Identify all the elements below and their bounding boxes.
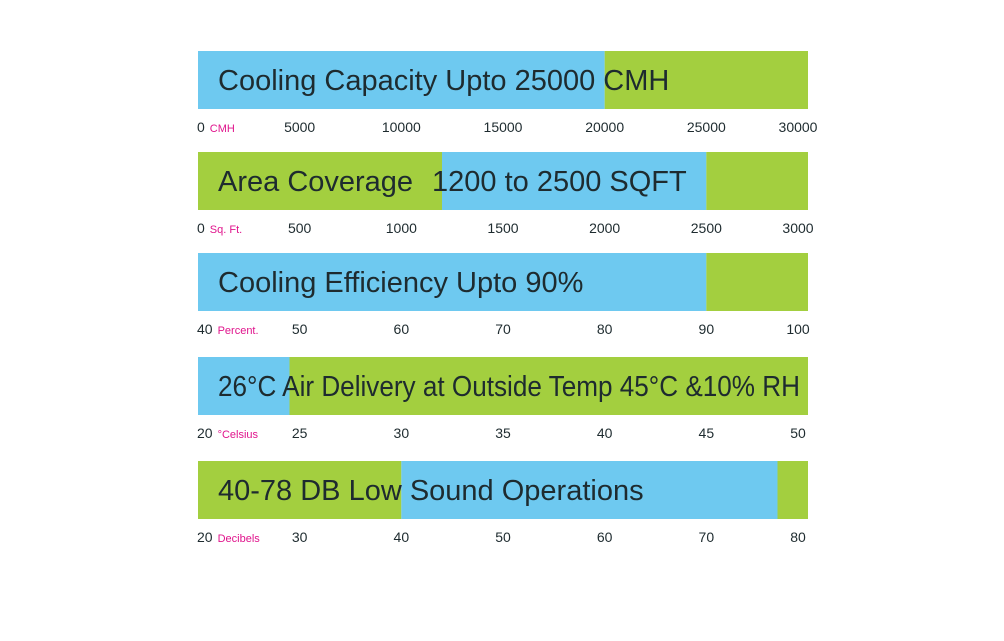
tick-label: 30 [394, 425, 410, 441]
chart-4: 26°C Air Delivery at Outside Temp 45°C &… [197, 357, 808, 441]
bar-caption: Cooling Capacity Upto 25000 CMH [218, 65, 669, 97]
unit-label: CMH [210, 123, 235, 135]
tick-label: 5000 [284, 119, 315, 135]
tick-label: 100 [786, 321, 810, 337]
bar-caption: Area Coverage [218, 166, 413, 198]
tick-label: 2000 [589, 220, 620, 236]
tick-label: 50 [495, 529, 511, 545]
tick-label: 0 [197, 119, 205, 135]
bar-segment-green [289, 357, 808, 415]
tick-label: 80 [597, 321, 613, 337]
tick-label: 20 [197, 529, 213, 545]
bar-segment-green [706, 152, 808, 210]
bar-caption: Cooling Efficiency Upto 90% [218, 267, 583, 299]
bar-segment-blue [198, 253, 707, 311]
tick-label: 15000 [484, 119, 523, 135]
bar-segment-blue [442, 152, 707, 210]
tick-label: 40 [197, 321, 213, 337]
tick-label: 45 [699, 425, 715, 441]
tick-label: 80 [790, 529, 806, 545]
unit-label: Percent. [218, 325, 259, 337]
chart-2: Area Coverage 1200 to 2500 SQFT 0 Sq. Ft. 50… [197, 152, 814, 236]
bar-segment-green [706, 253, 808, 311]
bar-segment-green [198, 461, 402, 519]
chart-3: Cooling Efficiency Upto 90% 40 Percent. 50 6… [197, 253, 810, 337]
tick-label: 10000 [382, 119, 421, 135]
tick-label: 3000 [782, 220, 813, 236]
bar-segment-blue [401, 461, 778, 519]
bar-segment-green [777, 461, 808, 519]
tick-label: 1000 [386, 220, 417, 236]
tick-label: 35 [495, 425, 511, 441]
tick-label: 2500 [691, 220, 722, 236]
tick-label: 0 [197, 220, 205, 236]
unit-label: Sq. Ft. [210, 224, 242, 236]
bar-segment-green [604, 51, 808, 109]
tick-label: 50 [790, 425, 806, 441]
tick-label: 25000 [687, 119, 726, 135]
tick-label: 50 [292, 321, 308, 337]
tick-label: 60 [597, 529, 613, 545]
unit-label: Decibels [218, 533, 261, 545]
tick-label: 40 [597, 425, 613, 441]
unit-label: °Celsius [218, 429, 259, 441]
tick-label: 30000 [779, 119, 818, 135]
chart-1: Cooling Capacity Upto 25000 CMH 0 CMH 5000 1… [197, 51, 818, 135]
bar-caption-range: 1200 to 2500 SQFT [432, 166, 687, 198]
bar-segment-green [198, 152, 442, 210]
tick-label: 70 [495, 321, 511, 337]
tick-label: 1500 [487, 220, 518, 236]
bar-caption: 40-78 DB Low Sound Operations [218, 475, 644, 507]
tick-label: 90 [699, 321, 715, 337]
bar-segment-blue [198, 357, 290, 415]
bar-caption: 26°C Air Delivery at Outside Temp 45°C &… [218, 371, 800, 403]
tick-label: 40 [394, 529, 410, 545]
chart-5: 40-78 DB Low Sound Operations 20 Decibels 3… [197, 461, 808, 545]
tick-label: 25 [292, 425, 308, 441]
tick-label: 500 [288, 220, 312, 236]
tick-label: 20000 [585, 119, 624, 135]
tick-label: 60 [394, 321, 410, 337]
bar-segment-blue [198, 51, 605, 109]
tick-label: 70 [699, 529, 715, 545]
tick-label: 20 [197, 425, 213, 441]
tick-label: 30 [292, 529, 308, 545]
